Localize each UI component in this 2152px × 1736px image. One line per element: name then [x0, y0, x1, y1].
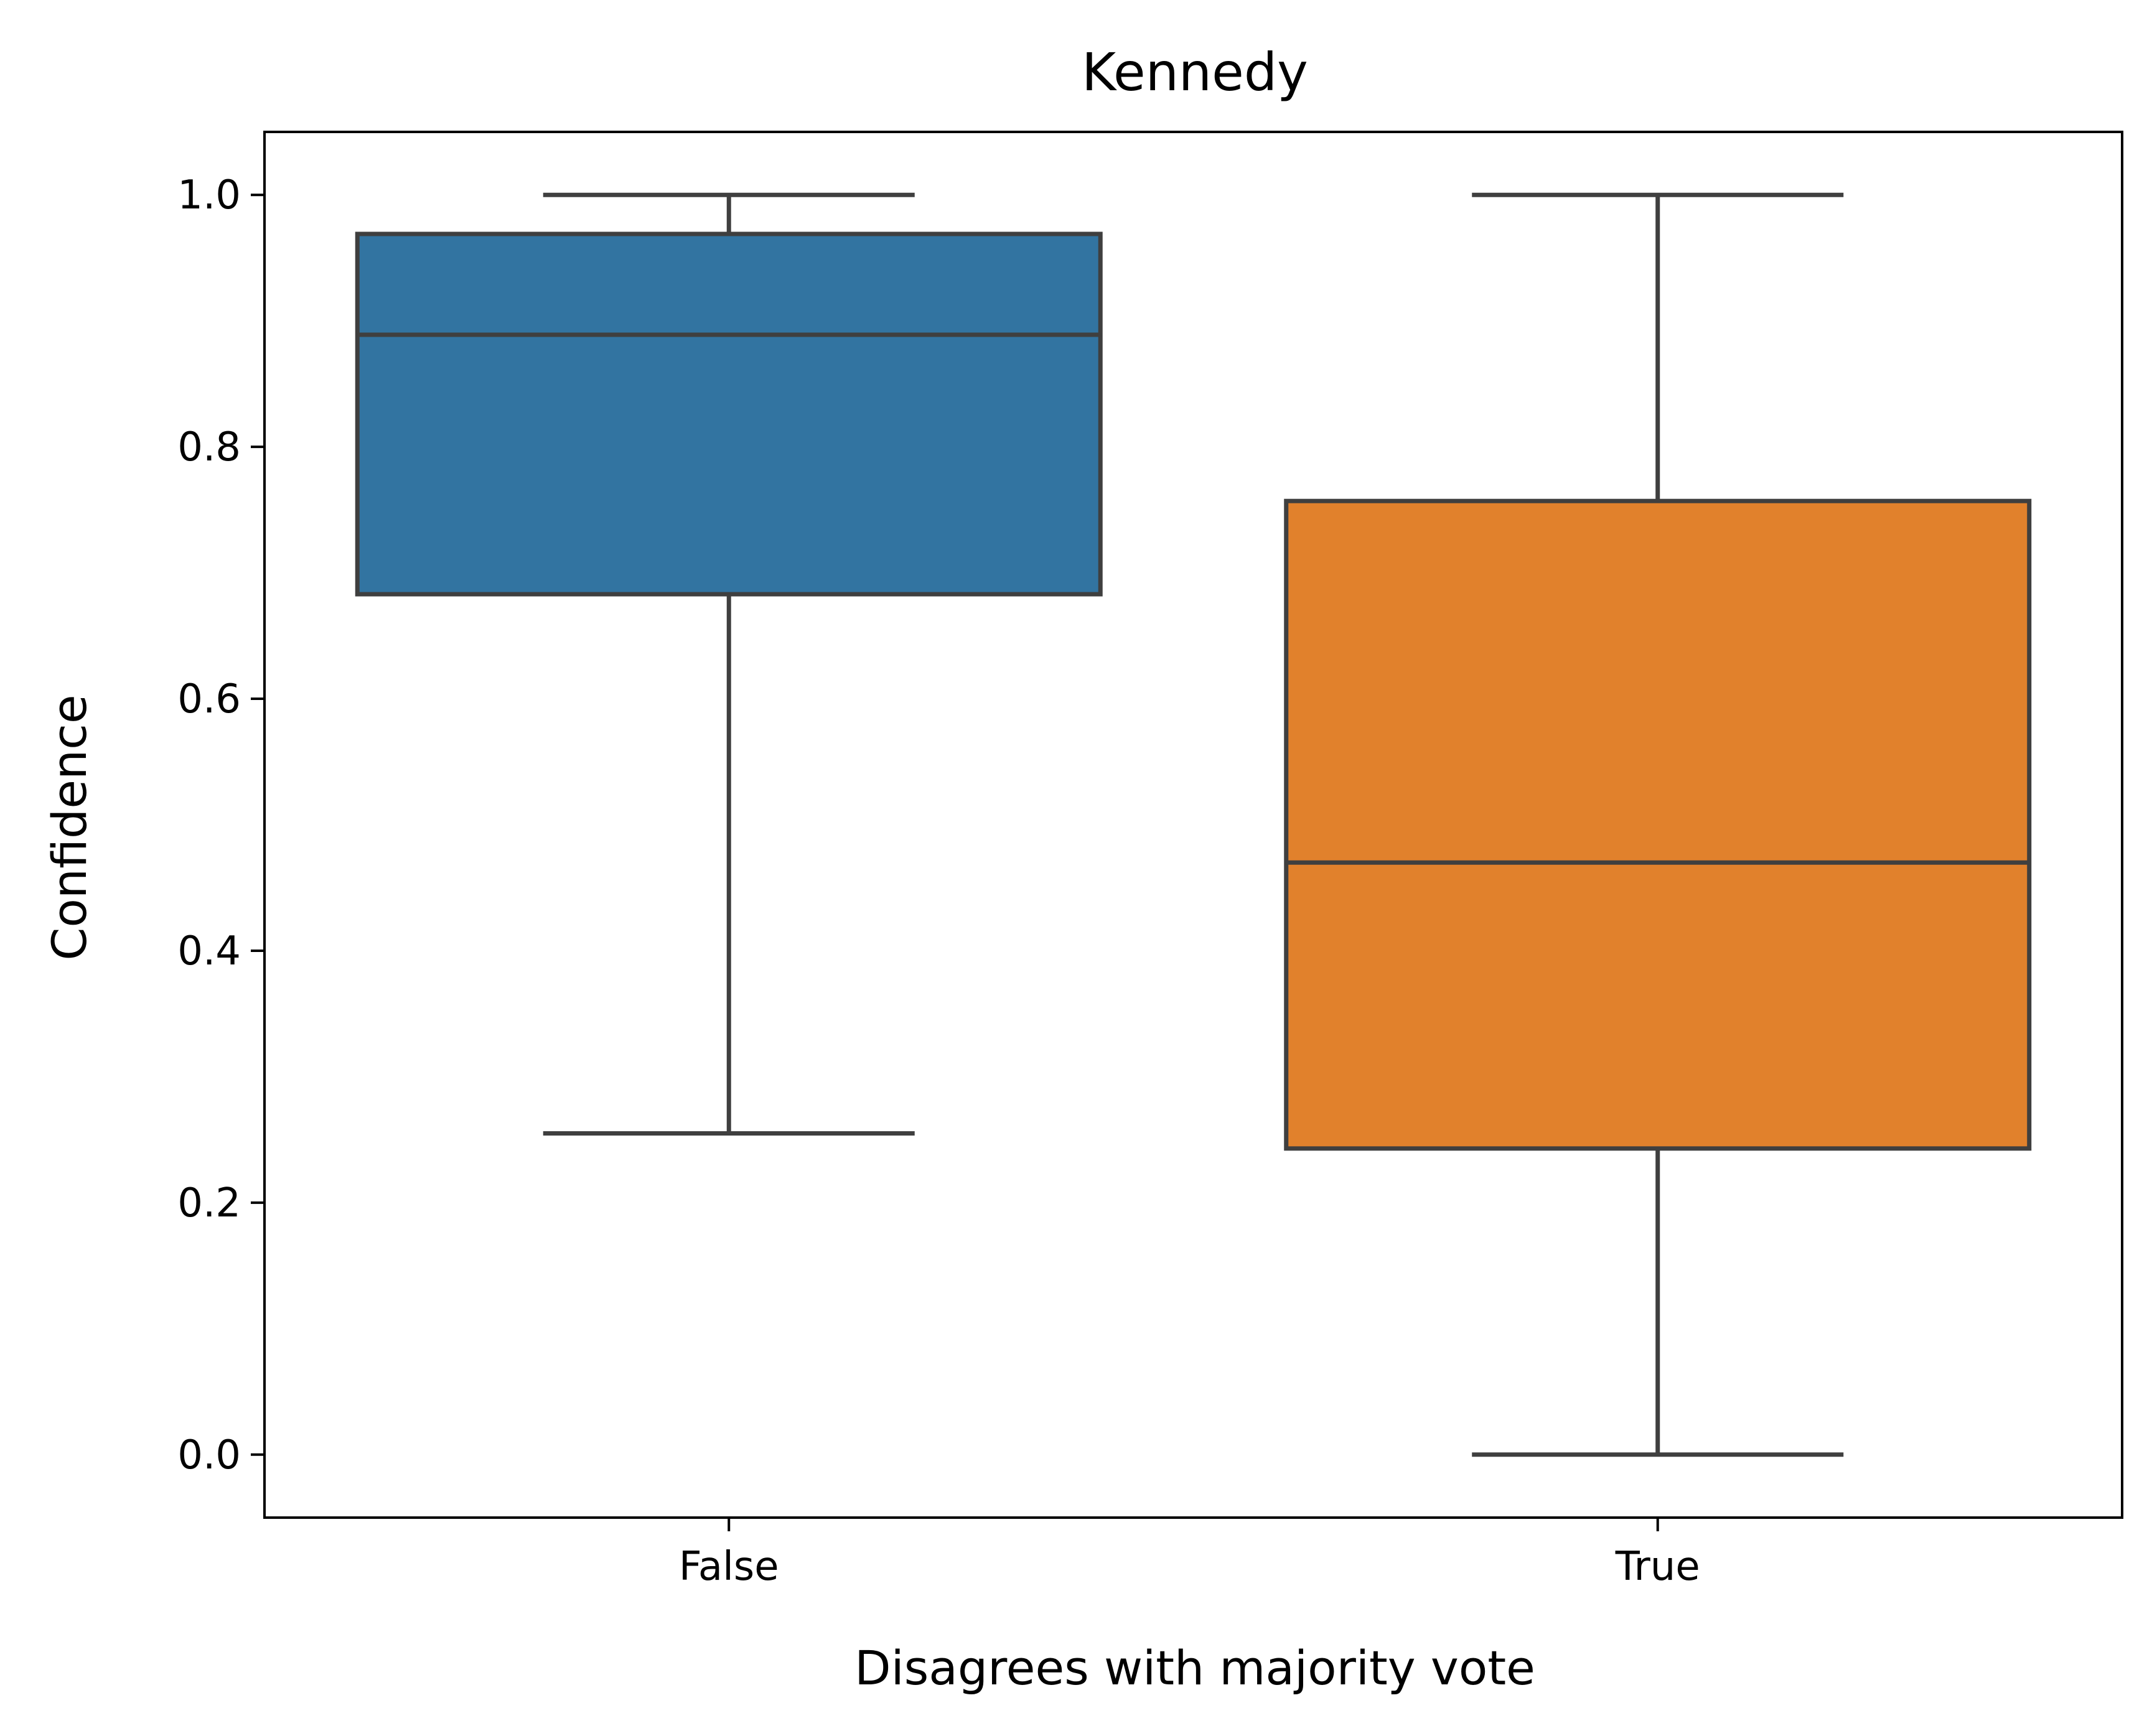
y-tick-label: 0.0 — [177, 1432, 241, 1478]
y-axis-label: Confidence — [42, 694, 97, 960]
chart-title: Kennedy — [1082, 42, 1308, 103]
plot-area: 0.0 0.2 0.4 0.6 0.8 1.0 False True — [177, 172, 2032, 1590]
x-axis-label: Disagrees with majority vote — [854, 1640, 1535, 1696]
x-tick-label: True — [1615, 1544, 1700, 1590]
y-tick-label: 0.8 — [177, 424, 241, 470]
box-false — [355, 231, 1103, 597]
y-tick-label: 0.4 — [177, 928, 241, 974]
y-tick-label: 1.0 — [177, 172, 241, 218]
x-tick-label: False — [679, 1544, 779, 1590]
plot-frame — [263, 131, 2123, 1519]
y-tick-label: 0.2 — [177, 1180, 241, 1226]
y-tick-label: 0.6 — [177, 676, 241, 722]
box-true — [1284, 498, 2032, 1151]
